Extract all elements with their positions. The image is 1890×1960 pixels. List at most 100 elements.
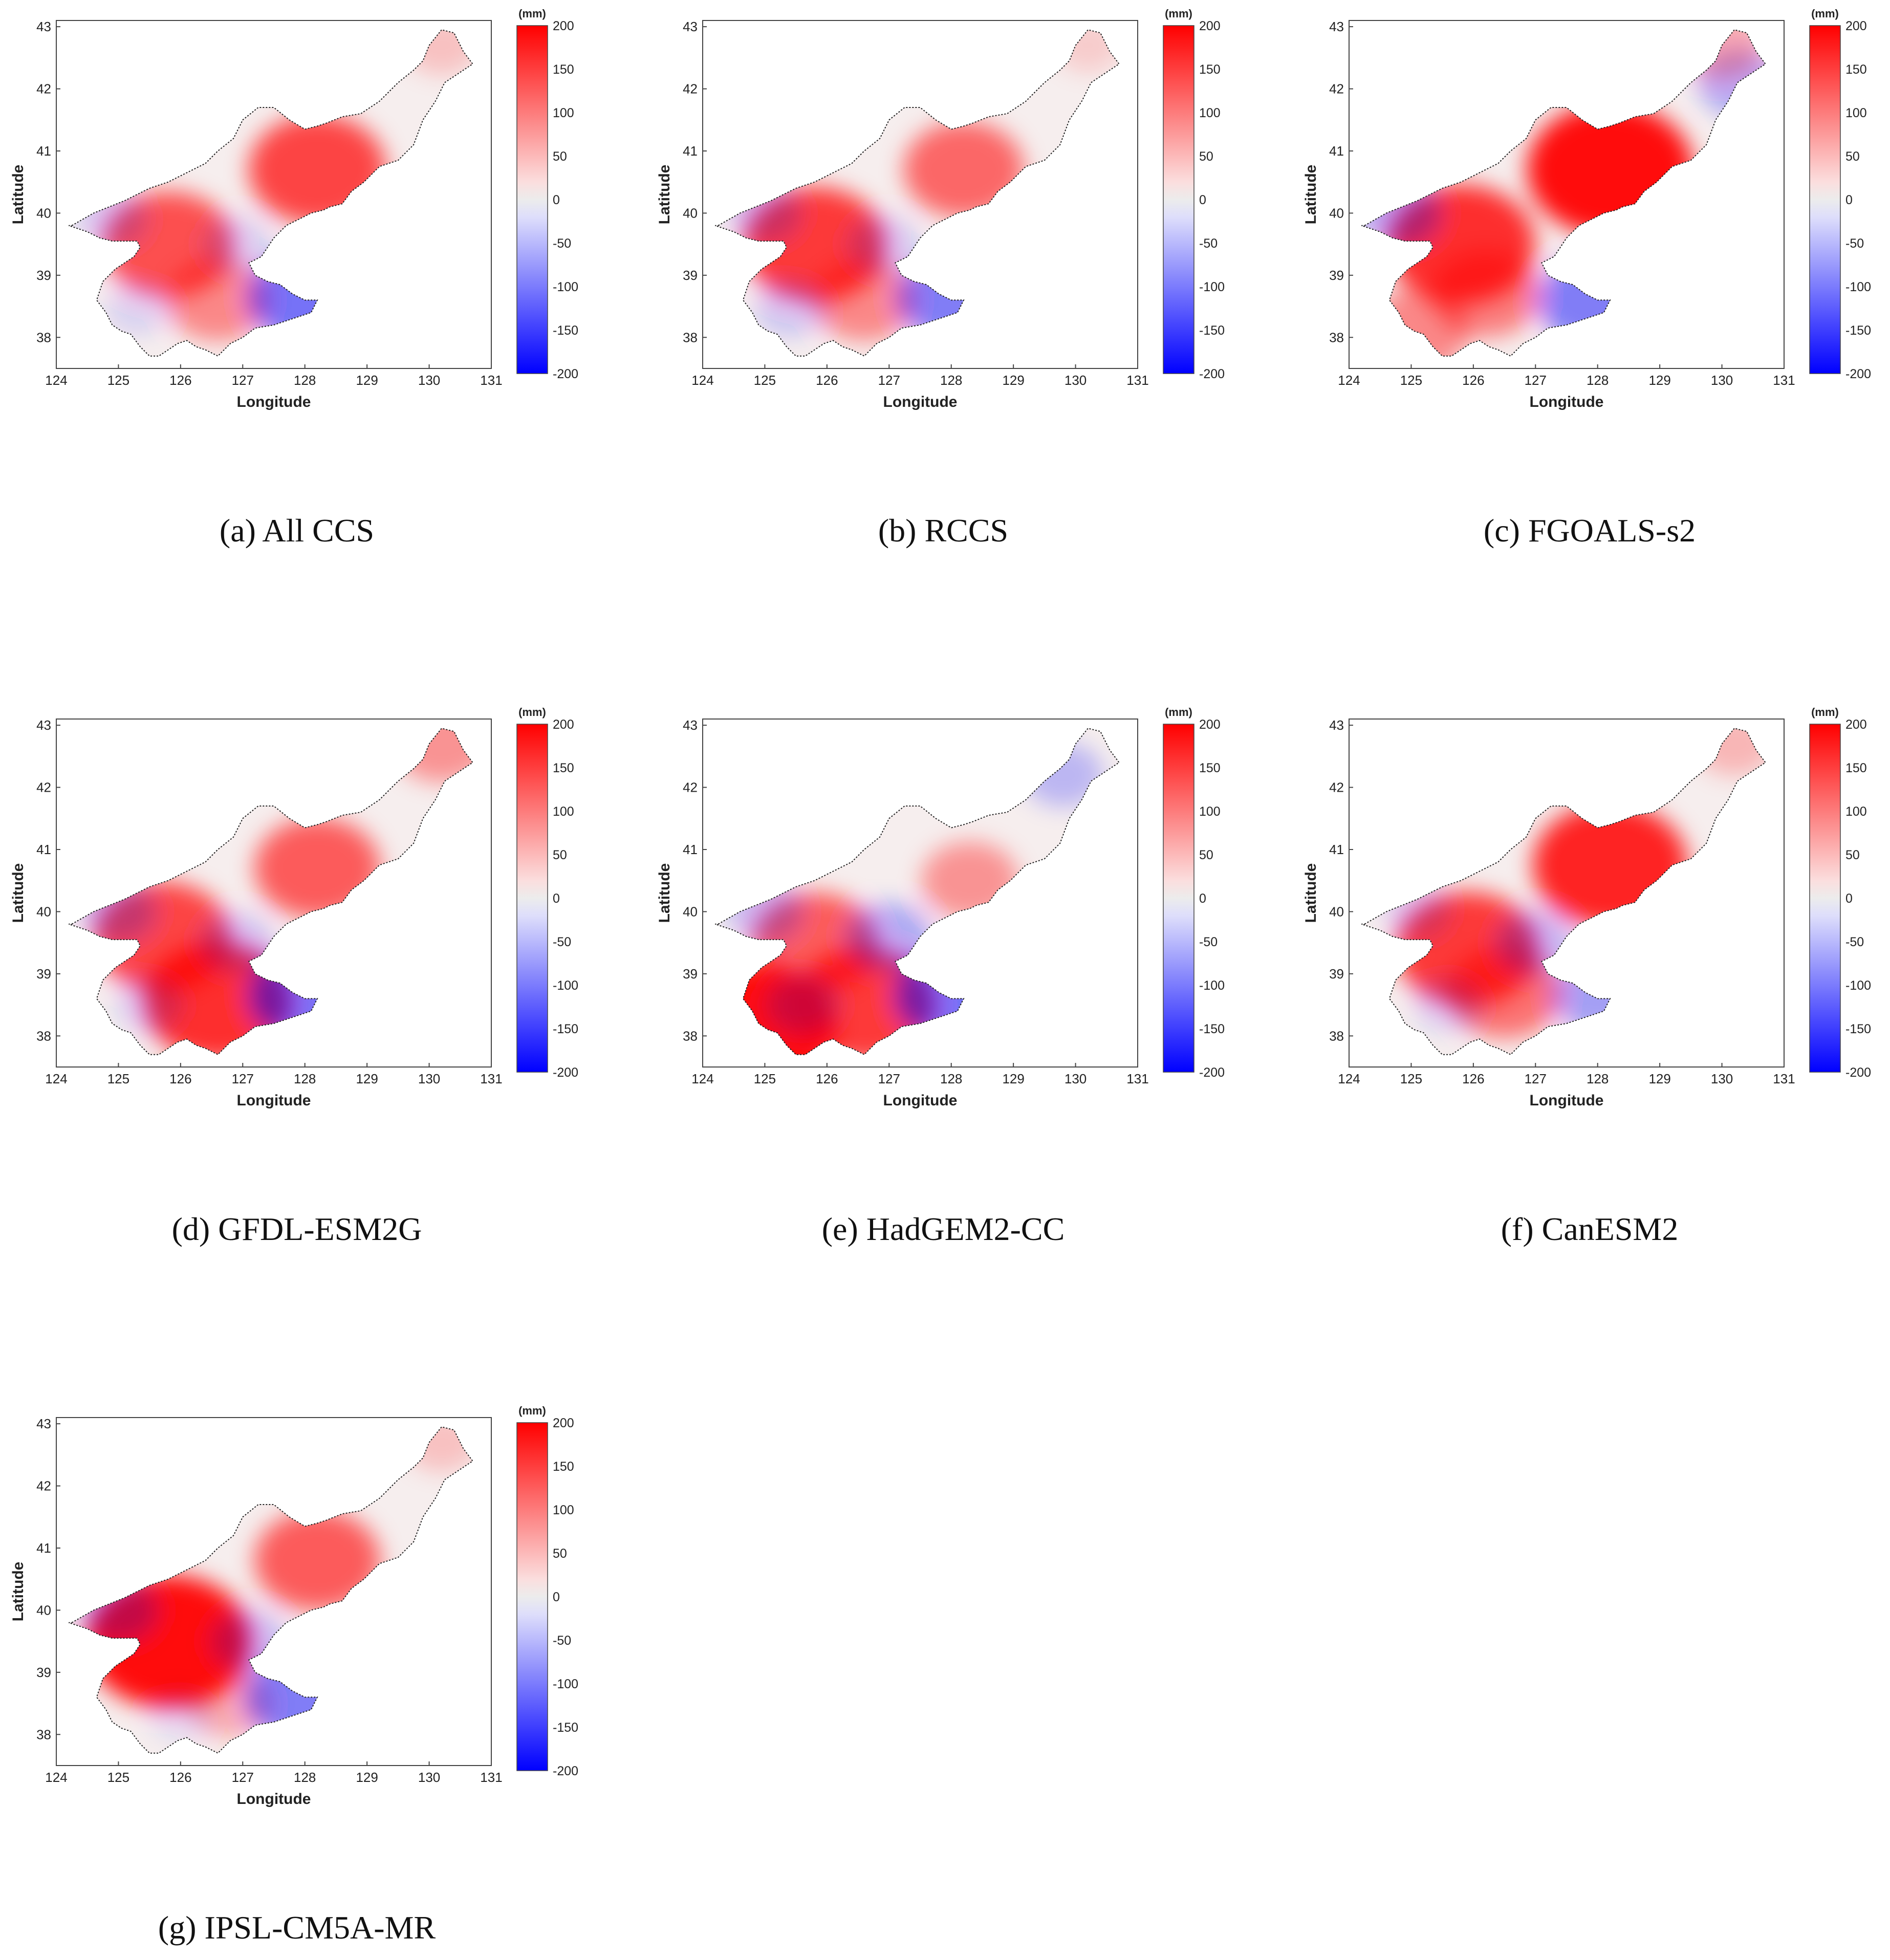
y-tick-label: 38 [683, 1028, 698, 1043]
panel-e: 124 125 126 127 128 129 130 131 38 39 40 41 42 43 Long… [646, 699, 1235, 1247]
country-border [68, 1426, 474, 1754]
country-border [714, 728, 1120, 1055]
anomaly-central-low [199, 913, 274, 973]
anomaly-south-west-low [1414, 977, 1483, 1033]
x-tick-label: 124 [1338, 1071, 1360, 1086]
y-tick-label: 42 [683, 780, 698, 795]
y-tick-label: 41 [1329, 143, 1344, 159]
x-tick-label: 130 [418, 1071, 440, 1086]
x-tick-label: 130 [1711, 1071, 1733, 1086]
y-axis-label: Latitude [10, 1562, 27, 1622]
x-tick-label: 129 [356, 373, 378, 388]
colorbar-tick-label: -150 [1199, 1022, 1225, 1036]
y-tick-label: 39 [36, 966, 51, 982]
colorbar-tick-label: -200 [553, 1764, 578, 1778]
panel-caption: (a) All CCS [219, 512, 375, 549]
colorbar-tick-label: -100 [553, 280, 578, 294]
panel-caption: (d) GFDL-ESM2G [171, 1211, 422, 1247]
x-tick-label: 130 [1711, 373, 1733, 388]
colorbar-tick-label: 200 [1199, 19, 1221, 33]
country-border [1361, 728, 1767, 1055]
y-tick-label: 43 [36, 717, 51, 733]
y-tick-label: 38 [1329, 1028, 1344, 1043]
x-tick-label: 127 [232, 373, 254, 388]
x-tick-label: 131 [1126, 373, 1148, 388]
panel-g: 124 125 126 127 128 129 130 131 38 39 40 41 42 43 Long… [0, 1397, 589, 1946]
country-border [714, 29, 1120, 357]
x-tick-label: 125 [754, 373, 776, 388]
y-tick-label: 40 [36, 1602, 51, 1618]
colorbar-tick-label: -200 [553, 367, 578, 381]
x-tick-label: 131 [480, 1071, 502, 1086]
y-tick-label: 42 [36, 81, 51, 97]
colorbar-tick-label: 100 [1845, 804, 1867, 819]
x-tick-label: 124 [691, 373, 713, 388]
anomaly-south-west-low [754, 280, 825, 338]
colorbar-tick-label: 150 [553, 1460, 574, 1474]
x-tick-label: 129 [1002, 1071, 1024, 1086]
panel-c: 124 125 126 127 128 129 130 131 38 39 40 41 42 43 Long… [1293, 0, 1881, 549]
anomaly-south-west-low [115, 977, 184, 1033]
colorbar-tick-label: -50 [553, 935, 571, 949]
colorbar-tick-label: 0 [553, 193, 560, 207]
y-tick-label: 43 [36, 1416, 51, 1431]
map-chart-d: 124 125 126 127 128 129 130 131 38 39 40 41 42 43 Long… [10, 706, 578, 1109]
x-axis-label: Longitude [237, 394, 311, 410]
y-tick-label: 41 [683, 842, 698, 857]
x-axis-label: Longitude [237, 1791, 311, 1807]
colorbar-tick-label: 0 [1845, 891, 1853, 906]
anomaly-south-central-high [813, 258, 916, 341]
colorbar-tick-label: 50 [1199, 149, 1213, 164]
x-tick-label: 125 [754, 1071, 776, 1086]
y-tick-label: 39 [683, 966, 698, 982]
colorbar-tick-label: -200 [1199, 1065, 1225, 1080]
y-tick-label: 40 [1329, 904, 1344, 919]
y-axis-label: Latitude [1302, 165, 1319, 225]
colorbar-tick-label: 50 [553, 1547, 567, 1561]
x-tick-label: 125 [107, 1071, 129, 1086]
anomaly-south-central-low [149, 1690, 212, 1741]
colorbar-tick-label: -50 [553, 1634, 571, 1648]
colorbar-unit-label: (mm) [1811, 706, 1839, 718]
y-tick-label: 41 [36, 842, 51, 857]
y-tick-label: 41 [683, 143, 698, 159]
colorbar-tick-label: -150 [553, 1721, 578, 1735]
colorbar-tick-label: -150 [1845, 323, 1871, 338]
x-tick-label: 128 [294, 1071, 316, 1086]
colorbar-tick-label: 100 [553, 804, 574, 819]
colorbar-tick-label: 50 [1845, 149, 1860, 164]
x-tick-label: 129 [356, 1071, 378, 1086]
colorbar-tick-label: 50 [553, 149, 567, 164]
colorbar-tick-label: -50 [1199, 935, 1218, 949]
y-tick-label: 42 [1329, 780, 1344, 795]
colorbar-tick-label: -150 [1199, 323, 1225, 338]
y-axis-label: Latitude [10, 165, 27, 225]
x-tick-label: 130 [418, 1770, 440, 1785]
colorbar-tick-label: -100 [553, 1677, 578, 1691]
colorbar-tick-label: -100 [1845, 978, 1871, 993]
y-tick-label: 38 [36, 1727, 51, 1742]
colorbar-tick-label: -100 [1199, 280, 1225, 294]
x-axis-label: Longitude [237, 1092, 311, 1109]
x-tick-label: 128 [1587, 1071, 1609, 1086]
y-tick-label: 39 [36, 1665, 51, 1680]
x-tick-label: 130 [1065, 1071, 1087, 1086]
y-tick-label: 40 [683, 205, 698, 221]
x-tick-label: 130 [418, 373, 440, 388]
anomaly-south-central-high [166, 258, 270, 341]
map-chart-a: 124 125 126 127 128 129 130 131 38 39 40 41 42 43 Long… [10, 7, 578, 410]
x-tick-label: 128 [294, 1770, 316, 1785]
x-tick-label: 129 [1002, 373, 1024, 388]
y-tick-label: 42 [36, 1478, 51, 1494]
colorbar [1163, 25, 1194, 374]
y-tick-label: 43 [36, 19, 51, 34]
colorbar-tick-label: -150 [1845, 1022, 1871, 1036]
y-tick-label: 43 [1329, 717, 1344, 733]
y-tick-label: 40 [1329, 205, 1344, 221]
x-tick-label: 127 [232, 1071, 254, 1086]
x-tick-label: 127 [1525, 1071, 1547, 1086]
country-border [68, 29, 474, 357]
x-tick-label: 124 [691, 1071, 713, 1086]
x-tick-label: 129 [356, 1770, 378, 1785]
colorbar-unit-label: (mm) [1811, 7, 1839, 20]
